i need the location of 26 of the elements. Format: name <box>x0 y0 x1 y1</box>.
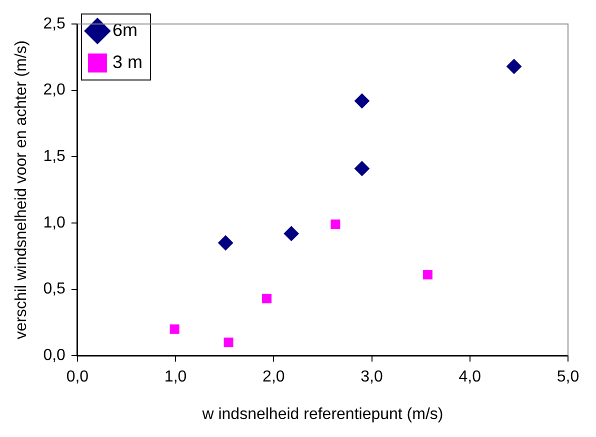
x-tick-label: 1,0 <box>164 368 187 386</box>
point <box>354 93 370 108</box>
y-tick-label: 1,5 <box>43 148 66 166</box>
legend-label: 3 m <box>112 52 142 72</box>
x-tick-label: 2,0 <box>262 368 285 386</box>
x-tick-label: 5,0 <box>556 368 580 386</box>
point <box>330 220 340 230</box>
y-tick-label: 2,5 <box>43 15 66 32</box>
point <box>422 270 432 280</box>
y-tick-label: 2,0 <box>43 82 66 99</box>
point <box>224 338 234 348</box>
point <box>262 294 272 304</box>
legend-label: 6m <box>112 20 138 40</box>
x-axis-title: w indsnelheid referentiepunt (m/s) <box>201 406 444 423</box>
point <box>284 226 299 242</box>
point <box>218 235 234 250</box>
y-axis-title: verschil windsnelheid voor en achter (m/s) <box>13 40 30 340</box>
point <box>170 324 180 334</box>
y-tick-label: 0,5 <box>43 280 66 298</box>
x-tick-label: 3,0 <box>360 368 383 386</box>
point <box>506 58 522 74</box>
x-tick-label: 4,0 <box>458 368 482 386</box>
x-tick-label: 0,0 <box>66 368 89 386</box>
point <box>354 161 370 176</box>
y-tick-label: 1,0 <box>43 214 66 232</box>
y-tick-label: 0,0 <box>43 347 66 364</box>
